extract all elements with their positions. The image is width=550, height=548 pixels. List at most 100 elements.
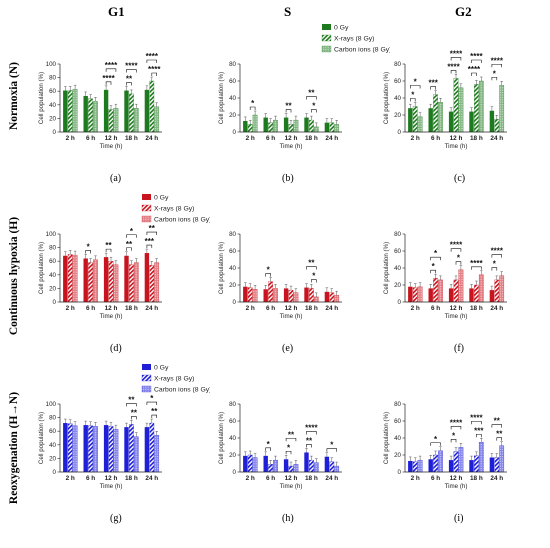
bar-0-gy-2h (243, 455, 248, 472)
significance-stars: * (432, 262, 436, 271)
significance-stars: ** (128, 395, 135, 404)
x-tick-label: 2 h (411, 475, 420, 482)
bar-0-gy-2h (408, 460, 413, 472)
y-axis-label: Cell population (%) (218, 242, 225, 294)
bar-carbon-ions-8-gy--18h (133, 436, 139, 473)
significance-bracket (450, 248, 462, 252)
x-tick-label: 2 h (246, 475, 255, 482)
bar-0-gy-6h (263, 289, 268, 302)
x-tick-label: 18 h (470, 135, 483, 142)
bar-x-rays-8-gy--12h (108, 426, 114, 473)
legend-swatch (141, 385, 152, 393)
x-tick-label: 12 h (450, 475, 463, 482)
bar-x-rays-8-gy--6h (88, 98, 93, 133)
bar-carbon-ions-8-gy--24h (154, 262, 160, 303)
panel-label-a: (a) (110, 173, 122, 184)
significance-stars: **** (470, 413, 483, 422)
bar-0-gy-18h (469, 288, 474, 302)
y-tick-label: 40 (49, 442, 56, 449)
bar-x-rays-8-gy--24h (149, 80, 155, 133)
bar-x-rays-8-gy--2h (412, 287, 418, 303)
bar-0-gy-12h (283, 288, 289, 302)
significance-bracket (410, 85, 421, 89)
bar-carbon-ions-8-gy--2h (417, 459, 423, 473)
chart-panel-i: 0 20 40 60 80 Cell population (%) 2 h 6 h 12 h 18… (383, 401, 507, 490)
y-tick-label: 20 (49, 455, 56, 462)
x-tick-label: 2 h (66, 305, 75, 312)
bar-carbon-ions-8-gy--2h (417, 286, 423, 303)
bar-carbon-ions-8-gy--6h (93, 259, 98, 303)
significance-stars: ** (496, 430, 503, 439)
bar-0-gy-6h (263, 455, 268, 472)
panel-label-d: (d) (110, 343, 122, 354)
significance-bracket (285, 437, 297, 442)
significance-stars: ** (306, 436, 313, 445)
x-tick-label: 2 h (246, 135, 255, 142)
bar-x-rays-8-gy--12h (453, 279, 459, 303)
bar-0-gy-24h (324, 291, 330, 302)
x-tick-label: 2 h (411, 305, 420, 312)
bar-carbon-ions-8-gy--6h (93, 426, 98, 473)
significance-bracket (306, 96, 317, 100)
significance-bracket (430, 269, 436, 274)
significance-bracket (265, 273, 271, 277)
bar-carbon-ions-8-gy--24h (499, 275, 505, 303)
y-tick-label: 0 (53, 299, 57, 306)
significance-stars: ** (126, 75, 133, 84)
significance-bracket (450, 57, 462, 61)
y-axis-label: Cell population (%) (383, 412, 390, 464)
y-tick-label: 20 (229, 452, 236, 459)
bar-0-gy-6h (83, 425, 88, 472)
significance-bracket (491, 254, 502, 258)
x-axis-label: Time (h) (100, 313, 123, 320)
significance-bracket (285, 450, 292, 455)
significance-bracket (126, 234, 137, 238)
legend-swatch (141, 204, 152, 212)
bar-carbon-ions-8-gy--24h (334, 465, 340, 473)
significance-stars: * (434, 435, 438, 444)
bar-x-rays-8-gy--12h (288, 289, 294, 303)
bar-0-gy-2h (408, 108, 413, 132)
significance-stars: * (287, 443, 291, 452)
y-tick-label: 80 (394, 231, 401, 238)
bar-0-gy-6h (428, 288, 433, 302)
significance-stars: **** (125, 62, 138, 71)
bar-0-gy-18h (124, 427, 129, 472)
significance-bracket (450, 426, 462, 430)
y-tick-label: 60 (49, 428, 56, 435)
x-axis-label: Time (h) (280, 143, 303, 150)
panel-label-c: (c) (454, 173, 466, 184)
significance-bracket (430, 442, 441, 446)
significance-stars: * (251, 99, 255, 108)
bar-x-rays-8-gy--18h (309, 119, 314, 133)
x-tick-label: 6 h (86, 135, 95, 142)
bar-carbon-ions-8-gy--2h (72, 89, 78, 133)
y-tick-label: 0 (233, 129, 237, 136)
bar-x-rays-8-gy--12h (108, 109, 114, 133)
bar-x-rays-8-gy--6h (268, 464, 273, 473)
x-tick-label: 24 h (325, 475, 338, 482)
y-tick-label: 40 (394, 435, 401, 442)
significance-stars: * (150, 394, 154, 403)
significance-bracket (311, 279, 317, 283)
bar-0-gy-6h (83, 95, 88, 132)
bar-0-gy-24h (324, 456, 330, 472)
legend-swatch (142, 364, 151, 370)
significance-stars: **** (470, 259, 483, 268)
y-tick-label: 100 (46, 61, 57, 68)
bar-0-gy-18h (124, 90, 129, 132)
bar-0-gy-24h (144, 89, 150, 132)
bar-x-rays-8-gy--18h (129, 93, 134, 133)
panel-label-h: (h) (282, 513, 294, 524)
chart-panel-c: 0 20 40 60 80 Cell population (%) 2 h 6 h 12 h 18… (383, 49, 507, 150)
y-tick-label: 0 (53, 469, 57, 476)
column-title-g1: G1 (108, 4, 125, 19)
bar-0-gy-12h (448, 460, 454, 472)
significance-bracket (131, 416, 137, 420)
y-tick-label: 20 (394, 282, 401, 289)
x-tick-label: 24 h (145, 475, 158, 482)
significance-bracket (85, 250, 91, 254)
legend-label: 0 Gy (154, 365, 169, 372)
bar-x-rays-8-gy--6h (88, 262, 93, 303)
bar-0-gy-6h (263, 117, 268, 132)
